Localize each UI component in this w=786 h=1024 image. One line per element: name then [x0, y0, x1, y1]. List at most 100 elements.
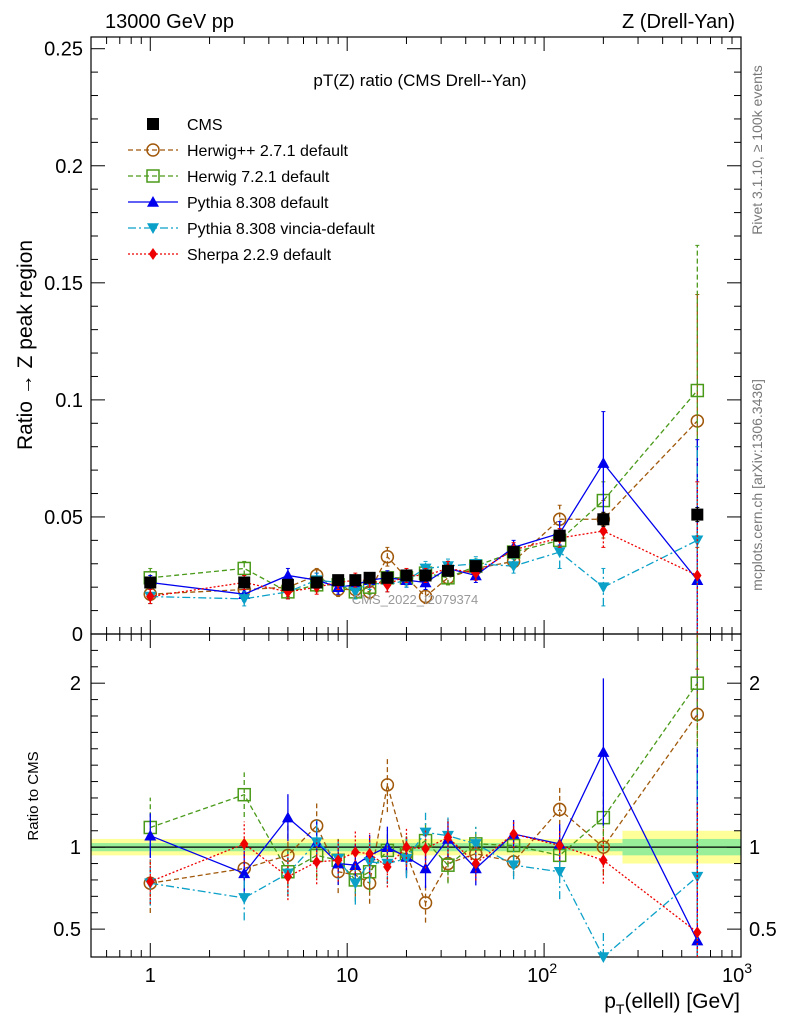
- data-point: [469, 560, 482, 573]
- legend-marker: [146, 169, 160, 183]
- data-point: [363, 571, 376, 584]
- ratio-point: [400, 853, 413, 865]
- data-point: [237, 561, 251, 576]
- ratio-point: [555, 839, 564, 852]
- ratio-point: [693, 926, 702, 939]
- ratio-point: [553, 866, 566, 878]
- ratio-point: [238, 867, 251, 879]
- data-point: [146, 590, 155, 603]
- legend-label: CMS: [187, 117, 223, 134]
- series-1: [143, 294, 705, 605]
- data-point: [553, 529, 566, 542]
- ratio-point: [469, 839, 482, 850]
- ratio-point: [441, 858, 455, 872]
- ratio-point: [351, 846, 360, 859]
- ratio-tick-label-right: 2: [749, 673, 760, 695]
- data-point: [690, 383, 705, 398]
- ratio-point: [365, 847, 374, 860]
- data-point: [419, 569, 432, 582]
- legend-marker: [147, 223, 159, 234]
- data-point: [507, 561, 520, 573]
- mcplots-label: mcplots.cern.ch [arXiv:1306.3436]: [749, 379, 765, 591]
- data-point: [597, 457, 610, 468]
- series-line: [150, 530, 698, 598]
- data-point: [238, 576, 251, 589]
- ratio-point: [597, 952, 610, 963]
- data-point: [281, 569, 294, 581]
- ratio-point: [383, 860, 392, 873]
- ratio-series-2: [143, 634, 705, 902]
- data-point: [693, 569, 702, 582]
- header-left: 13000 GeV pp: [105, 11, 234, 33]
- ratio-point: [238, 893, 251, 904]
- y-tick-label: 0.2: [55, 156, 83, 178]
- ratio-point: [281, 811, 294, 823]
- series-0: [144, 507, 704, 591]
- ratio-point: [443, 831, 453, 844]
- ratio-point: [597, 746, 610, 757]
- data-point: [691, 508, 704, 521]
- legend-marker: [148, 248, 158, 260]
- x-tick-label: 10: [336, 965, 358, 987]
- ratio-point: [691, 871, 704, 883]
- ratio-axis-label: Ratio to CMS: [25, 751, 42, 840]
- data-point: [599, 524, 608, 537]
- legend-label: Herwig 7.2.1 default: [187, 169, 330, 186]
- ratio-tick-label: 2: [70, 673, 81, 695]
- data-point: [381, 571, 394, 584]
- data-point: [553, 547, 566, 559]
- data-point: [332, 574, 345, 587]
- ratio-point: [599, 854, 608, 867]
- ratio-point: [333, 854, 343, 867]
- data-point: [349, 587, 362, 598]
- ratio-point: [418, 896, 433, 910]
- data-point: [597, 513, 610, 526]
- series-2: [143, 244, 705, 600]
- legend-marker: [146, 143, 160, 157]
- y-axis-label: Ratio → Z peak region: [14, 240, 37, 450]
- x-tick-label: 103: [722, 960, 752, 987]
- watermark: CMS_2022_I2079374: [352, 592, 479, 607]
- data-point: [349, 574, 362, 587]
- data-point: [597, 582, 610, 594]
- ratio-series-3: [144, 678, 704, 957]
- legend-label: Pythia 8.308 vincia-default: [187, 221, 375, 238]
- y-tick-label: 0.1: [55, 390, 83, 412]
- legend-label: Pythia 8.308 default: [187, 195, 329, 212]
- ratio-tick-label-right: 1: [749, 837, 760, 859]
- x-tick-label: 102: [527, 960, 557, 987]
- plot-title: pT(Z) ratio (CMS Drell--Yan): [313, 71, 526, 90]
- data-point: [281, 578, 294, 591]
- data-point: [144, 576, 157, 589]
- data-point: [441, 564, 454, 577]
- ratio-tick-label-right: 0.5: [749, 919, 777, 941]
- ratio-point: [363, 857, 376, 868]
- ratio-series-4: [144, 748, 704, 963]
- ratio-point: [146, 875, 155, 888]
- data-point: [400, 569, 413, 582]
- ratio-point: [283, 870, 293, 883]
- y-tick-label: 0: [72, 624, 83, 646]
- header-right: Z (Drell-Yan): [622, 11, 735, 33]
- main-panel: 0 0.05 0.1 0.15 0.2 0.25: [44, 36, 742, 722]
- ratio-series-1: [143, 634, 705, 923]
- ratio-frame: [90, 633, 742, 958]
- ratio-point: [402, 841, 411, 854]
- data-point: [238, 594, 251, 605]
- legend: CMS Herwig++ 2.7.1 default Herwig 7.2.1 de…: [128, 117, 375, 264]
- ratio-point: [471, 857, 481, 870]
- legend-marker: [147, 118, 159, 130]
- ratio-point: [349, 878, 362, 890]
- x-tick-label: 1: [145, 965, 156, 987]
- data-point: [418, 589, 433, 604]
- ratio-point: [421, 842, 430, 855]
- ratio-point: [509, 828, 518, 841]
- data-point: [507, 546, 520, 559]
- ratio-series-line: [150, 750, 698, 941]
- ratio-panel: 0.5 0.5 1 1 2 2 1 10 102 103: [53, 633, 777, 987]
- ratio-point: [419, 827, 432, 839]
- data-point: [310, 576, 323, 589]
- series-line: [150, 461, 698, 595]
- ratio-series-line: [150, 831, 698, 959]
